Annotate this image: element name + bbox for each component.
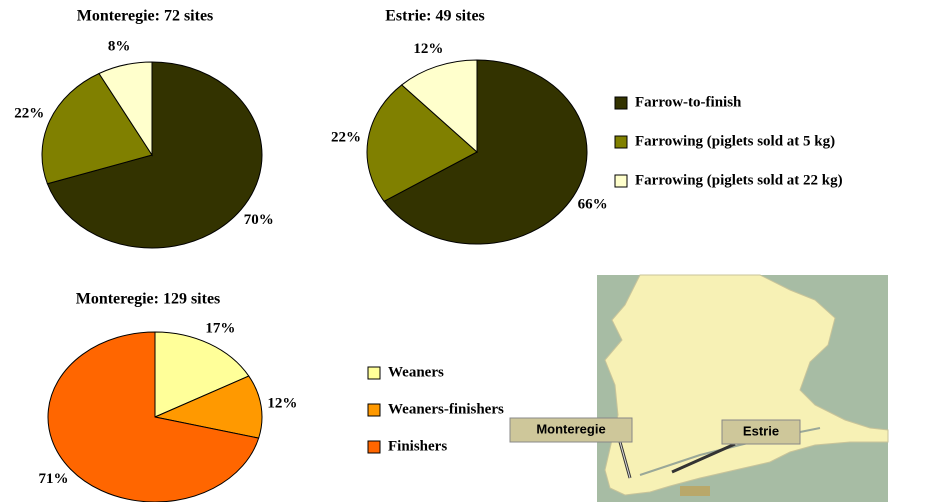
data-label: 22% xyxy=(331,130,361,146)
legend-label: Finishers xyxy=(388,438,447,454)
legend-label: Farrowing (piglets sold at 22 kg) xyxy=(635,172,843,188)
legend-swatch xyxy=(614,96,628,110)
data-label: 66% xyxy=(578,197,608,213)
legend-swatch xyxy=(367,440,381,454)
pie-slice xyxy=(383,59,588,245)
arrow xyxy=(619,441,631,479)
pie-slice xyxy=(153,375,263,439)
pie-slice xyxy=(400,59,478,154)
pie-slice xyxy=(154,331,250,418)
arrow xyxy=(671,442,736,474)
pie-slice xyxy=(47,331,260,502)
legend-label: Weaners-finishers xyxy=(388,401,504,417)
chart-title: Monteregie: 72 sites xyxy=(77,8,214,25)
legend-label: Farrowing (piglets sold at 5 kg) xyxy=(635,133,835,149)
pie-slice xyxy=(41,72,153,185)
data-label: 17% xyxy=(205,321,235,337)
legend-swatch xyxy=(367,366,381,380)
map-label: Estrie xyxy=(743,423,779,438)
legend-swatch xyxy=(614,135,628,149)
chart-title: Estrie: 49 sites xyxy=(385,8,485,25)
map-label-box xyxy=(721,419,801,445)
legend-label: Farrow-to-finish xyxy=(635,94,742,110)
data-label: 12% xyxy=(267,396,297,412)
legend-label: Weaners xyxy=(388,364,444,380)
data-label: 8% xyxy=(108,38,131,54)
data-label: 70% xyxy=(244,212,274,228)
map-region xyxy=(680,486,710,496)
map-label: Monteregie xyxy=(536,421,605,436)
pie-slice xyxy=(366,84,478,202)
legend-swatch xyxy=(614,174,628,188)
map-label-box xyxy=(509,417,633,443)
legend-swatch xyxy=(367,403,381,417)
chart-title: Monteregie: 129 sites xyxy=(76,291,221,308)
data-label: 71% xyxy=(39,471,69,487)
map: Monteregie Estrie xyxy=(509,274,889,502)
pie-slice xyxy=(46,61,263,249)
map-land xyxy=(604,274,889,496)
data-label: 22% xyxy=(14,105,44,121)
pie-slice xyxy=(98,61,153,157)
data-label: 12% xyxy=(413,41,443,57)
